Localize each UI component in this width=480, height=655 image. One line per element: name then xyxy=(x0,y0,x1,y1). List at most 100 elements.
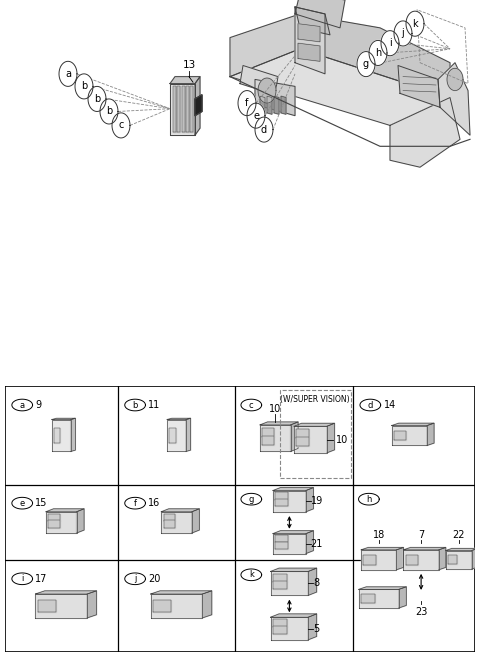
Polygon shape xyxy=(271,568,317,571)
Text: e: e xyxy=(20,498,25,508)
Polygon shape xyxy=(260,96,265,114)
Polygon shape xyxy=(151,594,203,618)
Polygon shape xyxy=(448,555,457,565)
Polygon shape xyxy=(357,52,375,77)
Polygon shape xyxy=(192,509,199,533)
Text: h: h xyxy=(375,48,381,58)
Polygon shape xyxy=(190,86,193,132)
Polygon shape xyxy=(260,425,290,451)
Text: 13: 13 xyxy=(182,60,196,69)
Text: 22: 22 xyxy=(453,530,465,540)
Polygon shape xyxy=(177,86,180,132)
Polygon shape xyxy=(48,520,60,528)
Polygon shape xyxy=(295,7,325,74)
Text: 20: 20 xyxy=(148,574,161,584)
Polygon shape xyxy=(361,548,404,550)
Polygon shape xyxy=(164,520,175,528)
Polygon shape xyxy=(52,419,75,420)
Polygon shape xyxy=(247,103,265,128)
Text: 11: 11 xyxy=(148,400,160,410)
Polygon shape xyxy=(369,41,387,66)
Text: (W/SUPER VISION): (W/SUPER VISION) xyxy=(280,395,350,404)
Polygon shape xyxy=(392,423,434,426)
Polygon shape xyxy=(275,493,288,500)
Polygon shape xyxy=(327,423,335,453)
Polygon shape xyxy=(186,86,189,132)
Text: i: i xyxy=(21,574,24,583)
Text: 23: 23 xyxy=(415,607,427,616)
Polygon shape xyxy=(167,419,191,420)
Polygon shape xyxy=(271,614,317,617)
Polygon shape xyxy=(260,422,298,425)
Polygon shape xyxy=(12,497,33,509)
Polygon shape xyxy=(258,78,276,103)
Polygon shape xyxy=(263,436,274,445)
Text: d: d xyxy=(368,400,373,409)
Polygon shape xyxy=(195,77,200,135)
Polygon shape xyxy=(359,587,406,590)
Polygon shape xyxy=(71,419,75,451)
Text: h: h xyxy=(366,495,372,504)
Polygon shape xyxy=(294,426,327,453)
Text: f: f xyxy=(245,98,249,108)
Polygon shape xyxy=(298,43,320,62)
Polygon shape xyxy=(273,487,313,491)
Text: j: j xyxy=(134,574,136,583)
Bar xyxy=(280,390,350,478)
Polygon shape xyxy=(12,573,33,585)
Polygon shape xyxy=(112,113,130,138)
Text: 9: 9 xyxy=(36,400,41,410)
Polygon shape xyxy=(186,419,191,451)
Polygon shape xyxy=(275,535,288,542)
Polygon shape xyxy=(406,11,424,36)
Polygon shape xyxy=(446,550,472,569)
Polygon shape xyxy=(263,428,274,437)
Polygon shape xyxy=(203,591,212,618)
Text: b: b xyxy=(81,81,87,92)
Polygon shape xyxy=(361,594,375,603)
Polygon shape xyxy=(271,617,308,640)
Polygon shape xyxy=(297,437,309,446)
Polygon shape xyxy=(281,96,286,114)
Polygon shape xyxy=(361,550,396,570)
Polygon shape xyxy=(46,509,84,512)
Polygon shape xyxy=(359,493,379,505)
Text: j: j xyxy=(402,28,404,39)
Polygon shape xyxy=(472,548,478,569)
Polygon shape xyxy=(273,491,306,512)
Text: 19: 19 xyxy=(311,496,323,506)
Polygon shape xyxy=(238,90,256,116)
Text: 10: 10 xyxy=(336,434,348,445)
Polygon shape xyxy=(438,63,470,135)
Polygon shape xyxy=(76,509,84,533)
Text: 14: 14 xyxy=(384,400,396,410)
Polygon shape xyxy=(125,573,145,585)
Polygon shape xyxy=(398,66,440,107)
Polygon shape xyxy=(399,587,406,608)
Text: 21: 21 xyxy=(311,538,323,549)
Polygon shape xyxy=(274,96,279,114)
Polygon shape xyxy=(273,531,313,534)
Polygon shape xyxy=(169,428,176,443)
Text: 16: 16 xyxy=(148,498,160,508)
Text: b: b xyxy=(94,94,100,104)
Text: b: b xyxy=(106,107,112,117)
Polygon shape xyxy=(153,600,171,612)
Polygon shape xyxy=(394,21,412,46)
Polygon shape xyxy=(300,14,450,98)
Text: 8: 8 xyxy=(313,578,319,588)
Polygon shape xyxy=(38,600,56,612)
Polygon shape xyxy=(255,117,273,142)
Polygon shape xyxy=(306,487,313,512)
Polygon shape xyxy=(363,555,376,565)
Polygon shape xyxy=(294,423,335,426)
Text: a: a xyxy=(65,69,71,79)
Polygon shape xyxy=(392,426,427,445)
Text: f: f xyxy=(133,498,137,508)
Polygon shape xyxy=(125,399,145,411)
Polygon shape xyxy=(230,48,450,125)
Polygon shape xyxy=(170,77,200,84)
Polygon shape xyxy=(406,555,418,565)
Polygon shape xyxy=(181,86,185,132)
Polygon shape xyxy=(12,399,33,411)
